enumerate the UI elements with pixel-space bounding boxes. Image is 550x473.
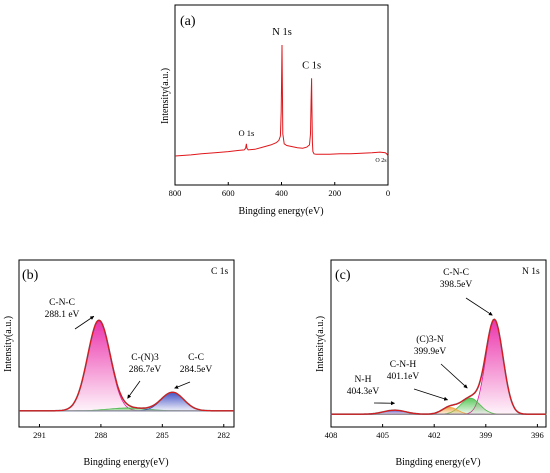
peak-label: 399.9eV [414,347,447,357]
peak-label: 286.7eV [129,365,162,375]
peak-label: C-N-C [49,298,75,308]
x-tick-label: 405 [376,430,389,440]
peak-label: O 1s [238,128,254,138]
c1s-spectrum-panel: (b) C 1s 291 288 285 282 C-N-C 288.1 eV C-(N)… [3,259,235,468]
y-axis-title: Intensity(a.u.) [3,316,14,372]
x-tick-label: 285 [156,430,169,440]
peak-label: 284.5eV [180,365,213,375]
x-tick-label: 400 [275,188,288,198]
survey-spectrum-panel: (a) 800 600 400 200 0 N 1s C 1s O 1s O 2s Bingd… [160,4,390,217]
x-ticks: 800 600 400 200 0 [169,182,390,198]
plot-frame [330,259,547,428]
x-ticks: 408 405 402 399 396 [325,424,544,440]
peak-label: 398.5eV [440,280,473,290]
peak-label: 401.1eV [387,372,420,382]
x-tick-label: 399 [479,430,492,440]
n1s-spectrum-panel: (c) N 1s 408 405 402 399 396 C-N-C 398.5eV (C)… [315,259,547,468]
corner-label: C 1s [211,267,228,277]
survey-line [174,44,389,157]
peak-label: C 1s [302,60,321,71]
peak-annotations: C-N-C 288.1 eV C-(N)3 286.7eV C-C 284.5eV [45,298,213,399]
envelope-line [19,319,234,412]
panel-label: (c) [335,268,351,283]
peak-annotations: C-N-C 398.5eV (C)3-N 399.9eV C-N-H 401.1eV N-H… [347,268,493,406]
x-axis-title: Bingding energy(eV) [395,457,480,468]
annotation-arrow [174,381,191,389]
x-tick-label: 288 [95,430,108,440]
plot-frame [18,259,235,428]
peak-annotations: N 1s C 1s O 1s O 2s [238,27,387,164]
x-tick-label: 291 [33,430,46,440]
annotation-arrow [127,380,141,399]
annotation-arrow [413,388,449,401]
panel-label: (a) [180,14,196,29]
x-axis-title: Bingding energy(eV) [83,457,168,468]
peak-label: C-(N)3 [131,352,159,363]
corner-label: N 1s [522,267,540,277]
annotation-arrow [74,315,95,330]
x-tick-label: 282 [217,430,230,440]
peak-label: C-N-C [443,268,469,278]
x-tick-label: 402 [428,430,441,440]
peak-label: C-N-H [390,360,417,370]
peak-label: N-H [355,375,372,385]
panel-label: (b) [22,268,39,283]
x-tick-label: 0 [386,188,390,198]
annotation-arrow [465,297,493,316]
raw-data-line [331,318,546,416]
fit-lines [19,319,234,412]
peak-label: N 1s [272,27,292,38]
x-tick-label: 408 [325,430,338,440]
x-tick-label: 600 [222,188,235,198]
y-axis-title: Intensity(a.u.) [160,68,171,124]
x-tick-label: 800 [169,188,182,198]
peak-label: 404.3eV [347,387,380,397]
x-tick-label: 396 [531,430,544,440]
survey-series [174,44,389,157]
annotation-arrow [440,363,468,389]
x-axis-title: Bingding energy(eV) [238,206,323,217]
y-axis-title: Intensity(a.u.) [315,316,326,372]
peak-label: O 2s [375,158,387,164]
fit-lines [331,318,546,416]
x-tick-label: 200 [328,188,341,198]
x-ticks: 291 288 285 282 [33,424,230,440]
peak-label: 288.1 eV [45,310,80,320]
peak-label: C-C [188,353,204,363]
envelope-line [331,318,546,415]
peak-label: (C)3-N [416,334,444,345]
